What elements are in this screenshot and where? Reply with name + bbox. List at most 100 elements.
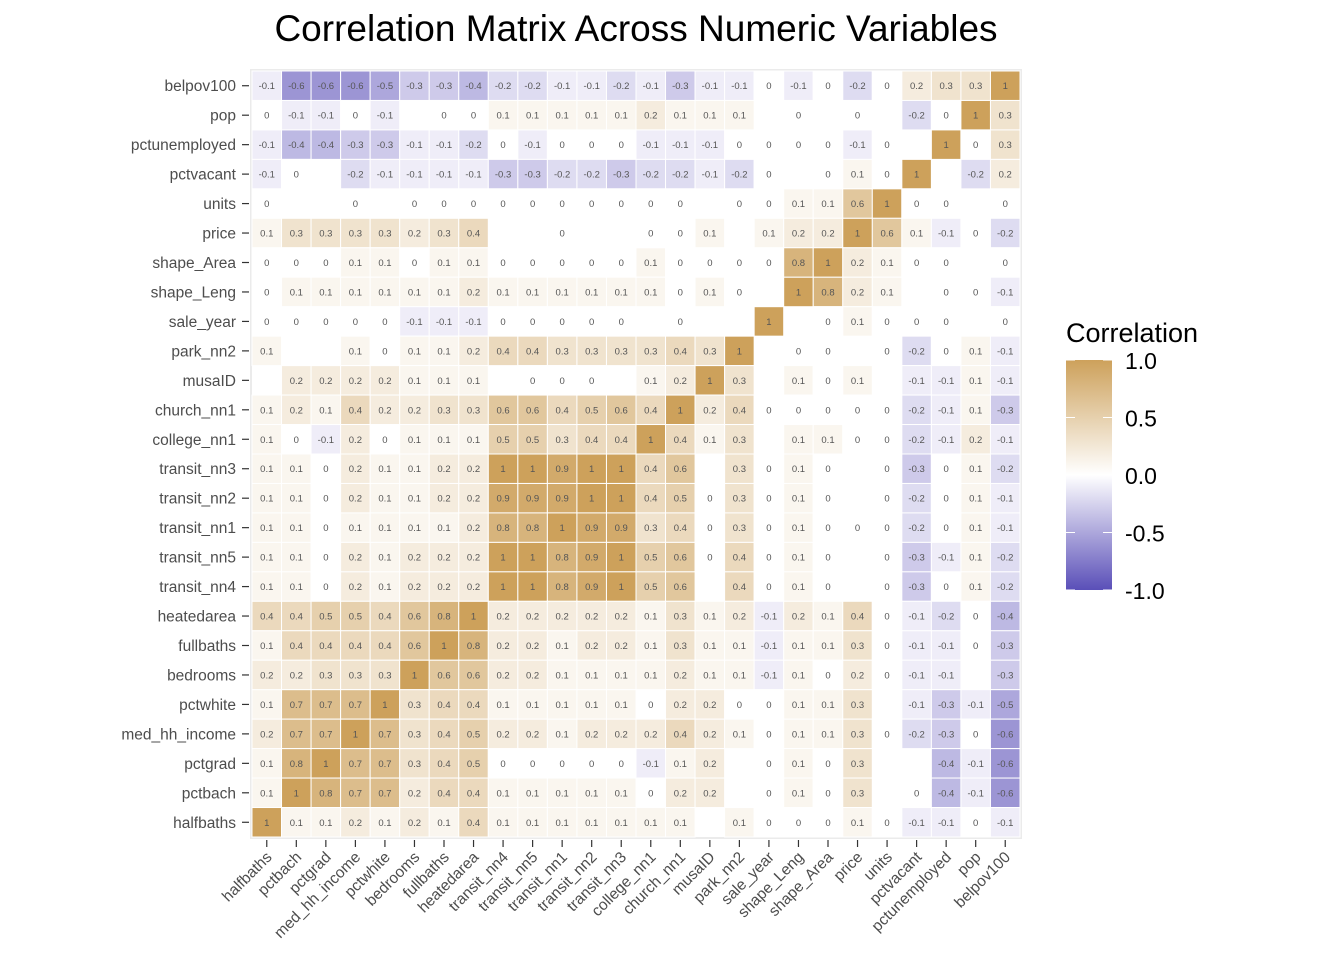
cell-value-label: 0 [855,523,860,534]
heatmap-cell [842,158,873,190]
heatmap-cell [812,158,844,190]
heatmap-cell [635,718,667,750]
cell-value-label: 0.2 [349,435,362,446]
heatmap-cell [842,70,873,101]
heatmap-cell [665,217,696,249]
heatmap-cell [517,247,548,278]
heatmap-cell [901,541,932,573]
heatmap-cell [605,541,637,573]
heatmap-cell [399,718,430,750]
y-tick-label: pctbach [182,785,236,802]
heatmap-cell [989,718,1021,750]
cell-value-label: 0 [382,317,387,328]
cell-value-label: 0.1 [260,523,273,534]
cell-value-label: 0.2 [408,405,421,416]
heatmap-cell [517,394,548,426]
cell-value-label: 1 [560,523,565,534]
heatmap-cell [546,99,578,131]
heatmap-cell [487,630,519,661]
cell-value-label: 0 [884,582,889,593]
cell-value-label: 1 [530,464,535,475]
cell-value-label: 0.1 [821,641,834,652]
cell-value-label: 0.3 [674,612,687,623]
heatmap-cell [665,482,696,514]
cell-value-label: 0 [825,81,830,92]
heatmap-cell [281,512,312,543]
heatmap-cell [989,188,1021,219]
cell-value-label: 0.4 [260,612,273,623]
cell-value-label: 0.8 [437,612,450,623]
cell-value-label: 0.2 [349,464,362,475]
heatmap-cell [576,306,607,337]
cell-value-label: 1 [944,140,949,151]
cell-value-label: 0 [294,435,299,446]
heatmap-cell [281,247,312,278]
heatmap-cell [546,453,578,484]
cell-value-label: 1 [648,435,653,446]
cell-value-label: 0.2 [467,287,480,298]
heatmap-cell [665,247,696,278]
heatmap-cell [694,541,726,573]
heatmap-cell [399,482,430,514]
cell-value-label: 0.1 [792,729,805,740]
cell-value-label: 0.6 [408,641,421,652]
cell-value-label: -0.1 [997,287,1013,298]
cell-value-label: -0.1 [436,140,452,151]
cell-value-label: 0.1 [437,376,450,387]
cell-value-label: 0.2 [437,582,450,593]
heatmap-cell [546,217,578,249]
heatmap-cell [458,129,489,160]
cell-value-label: 0.3 [940,81,953,92]
cell-value-label: 0.6 [674,464,687,475]
heatmap-cell [369,129,401,160]
heatmap-cell [369,276,401,308]
cell-value-label: 0.2 [290,670,303,681]
heatmap-cell [369,217,401,249]
heatmap-cell [812,247,844,278]
cell-value-label: 0.1 [703,641,716,652]
heatmap-cell [989,335,1021,367]
cell-value-label: 0 [264,111,269,122]
cell-value-label: -0.2 [524,81,540,92]
cell-value-label: 0 [530,258,535,269]
heatmap-cell [576,158,607,190]
heatmap-cell [665,394,696,426]
cell-value-label: -0.1 [318,435,334,446]
cell-value-label: 0.1 [792,759,805,770]
cell-value-label: 0 [737,700,742,711]
heatmap-cell [369,365,401,396]
cell-value-label: 0.1 [290,582,303,593]
cell-value-label: 0.1 [526,287,539,298]
cell-value-label: 0 [737,140,742,151]
heatmap-cell [989,70,1021,101]
cell-value-label: 0.1 [349,523,362,534]
cell-value-label: 0 [530,759,535,770]
cell-value-label: 0.2 [408,788,421,799]
cell-value-label: -0.2 [495,81,511,92]
cell-value-label: 0.1 [290,523,303,534]
cell-value-label: 0.1 [496,700,509,711]
heatmap-cell [458,482,489,514]
chart-title: Correlation Matrix Across Numeric Variab… [274,8,998,49]
cell-value-label: 0.4 [437,729,450,740]
cell-value-label: 0.1 [733,641,746,652]
cell-value-label: 0.8 [556,553,569,564]
cell-value-label: 0.2 [260,729,273,740]
legend-tick-label: -1.0 [1125,578,1165,604]
heatmap-cell [487,424,519,455]
cell-value-label: 0 [530,199,535,210]
heatmap-cell [546,807,578,838]
cell-value-label: 0.1 [615,788,628,799]
heatmap-cell [989,129,1021,160]
cell-value-label: -0.1 [643,759,659,770]
heatmap-cell [310,129,342,160]
cell-value-label: -0.3 [938,729,954,740]
cell-value-label: -0.6 [347,81,363,92]
cell-value-label: 0.3 [733,435,746,446]
heatmap-cell [901,777,932,809]
cell-value-label: 0 [560,376,565,387]
cell-value-label: 0 [855,405,860,416]
cell-value-label: 0.2 [526,670,539,681]
cell-value-label: 0 [884,523,889,534]
heatmap-cell [960,129,991,160]
